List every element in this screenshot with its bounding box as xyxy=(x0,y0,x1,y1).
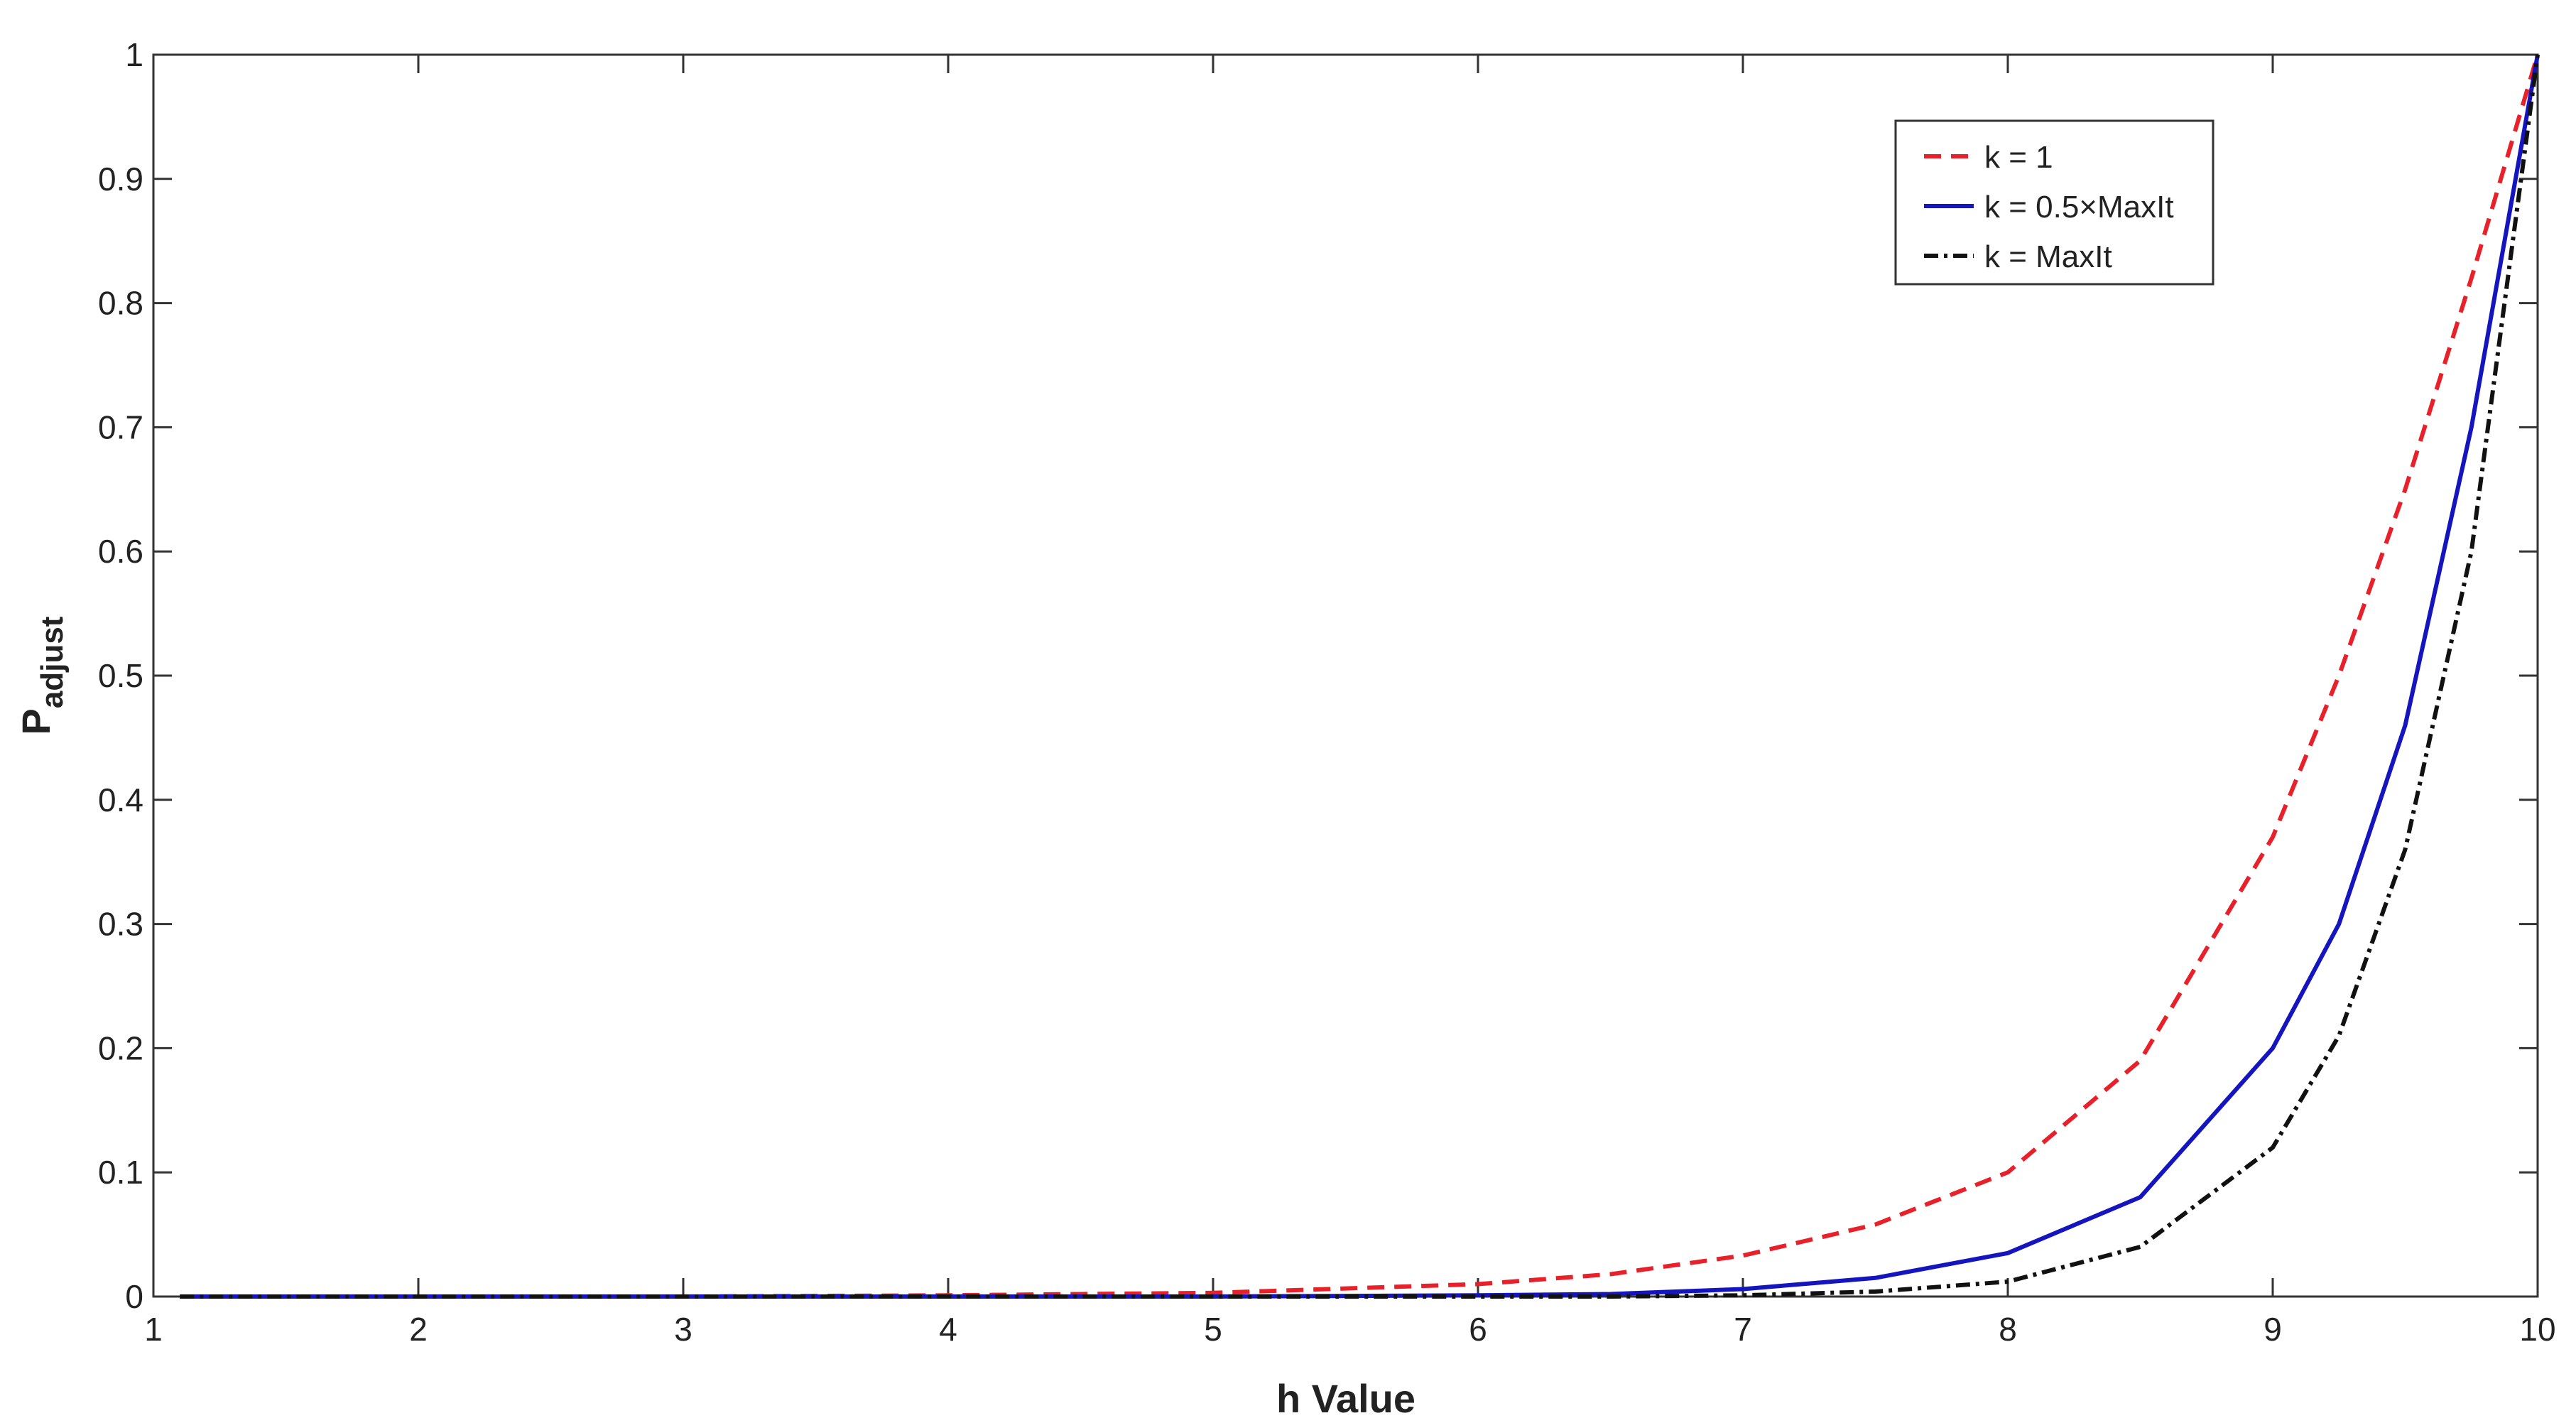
y-tick-label: 0.4 xyxy=(98,781,143,818)
x-tick-label: 9 xyxy=(2263,1311,2282,1348)
legend-label: k = 1 xyxy=(1984,140,2053,175)
series-line xyxy=(180,54,2540,1299)
y-label-sub: adjust xyxy=(35,616,70,708)
y-tick-label: 0.9 xyxy=(98,161,143,198)
y-tick-label: 0.1 xyxy=(98,1154,143,1191)
y-label-main: P xyxy=(13,708,58,735)
y-tick-label: 0.8 xyxy=(98,285,143,322)
y-tick-label: 0 xyxy=(125,1278,143,1315)
x-axis-label: h Value xyxy=(1276,1376,1415,1421)
x-tick-label: 7 xyxy=(1734,1311,1752,1348)
x-tick-label: 1 xyxy=(144,1311,163,1348)
x-tick-label: 4 xyxy=(939,1311,957,1348)
y-tick-label: 0.6 xyxy=(98,533,143,570)
x-tick-label: 6 xyxy=(1469,1311,1487,1348)
y-tick-label: 0.3 xyxy=(98,906,143,943)
legend-box xyxy=(1894,119,2214,286)
y-tick-label: 0.5 xyxy=(98,657,143,694)
series-line xyxy=(180,54,2540,1299)
y-tick-label: 1 xyxy=(125,36,143,73)
y-tick-label: 0.7 xyxy=(98,408,143,445)
legend-label: k = 0.5×MaxIt xyxy=(1984,190,2174,224)
x-tick-label: 10 xyxy=(2519,1311,2555,1348)
y-tick-label: 0.2 xyxy=(98,1029,143,1066)
y-axis-label: Padjust xyxy=(13,616,70,735)
x-tick-label: 3 xyxy=(674,1311,692,1348)
x-tick-label: 5 xyxy=(1204,1311,1222,1348)
x-tick-label: 2 xyxy=(409,1311,428,1348)
legend-label: k = MaxIt xyxy=(1984,239,2112,274)
x-tick-label: 8 xyxy=(1999,1311,2017,1348)
